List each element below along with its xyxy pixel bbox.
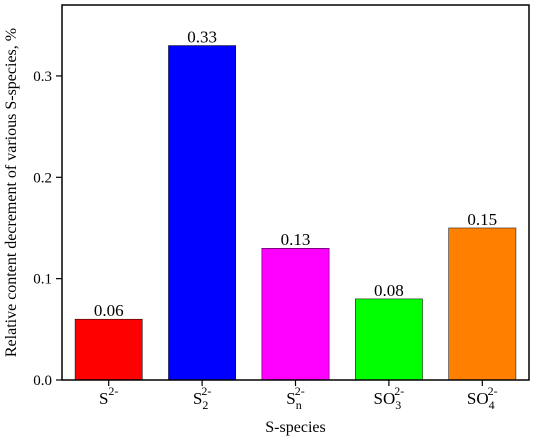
x-tick-label-1: S22- <box>193 384 211 412</box>
y-tick-label-0: 0.0 <box>33 373 52 389</box>
bar-2 <box>261 247 330 381</box>
y-axis-title: Relative content decrement of various S-… <box>3 28 20 357</box>
bar-3 <box>355 298 423 381</box>
x-tick-label-3: SO32- <box>374 384 405 412</box>
bars-group <box>74 45 517 381</box>
x-tick-label-0: S2- <box>99 384 118 408</box>
x-axis-title: S-species <box>265 419 325 436</box>
y-tick-label-2: 0.2 <box>33 170 52 186</box>
data-labels-group: 0.06 0.33 0.13 0.08 0.15 <box>94 28 497 321</box>
y-tick-marks: 0.0 0.1 0.2 0.3 <box>33 69 62 389</box>
y-tick-label-3: 0.3 <box>33 69 52 85</box>
y-tick-label-1: 0.1 <box>33 272 52 288</box>
data-label-0: 0.06 <box>94 301 124 320</box>
bar-4 <box>448 227 517 381</box>
x-category-labels: S2- S22- Sn2- SO32- SO42- <box>99 384 498 412</box>
data-label-2: 0.13 <box>281 230 311 249</box>
data-label-1: 0.33 <box>187 28 217 47</box>
data-label-3: 0.08 <box>374 281 404 300</box>
plot-frame <box>61 4 530 381</box>
bar-1 <box>168 45 236 381</box>
bar-0 <box>74 318 143 381</box>
data-label-4: 0.15 <box>467 210 497 229</box>
x-tick-label-2: Sn2- <box>286 384 304 412</box>
x-tick-marks <box>108 380 483 386</box>
x-tick-label-4: SO42- <box>467 384 498 412</box>
